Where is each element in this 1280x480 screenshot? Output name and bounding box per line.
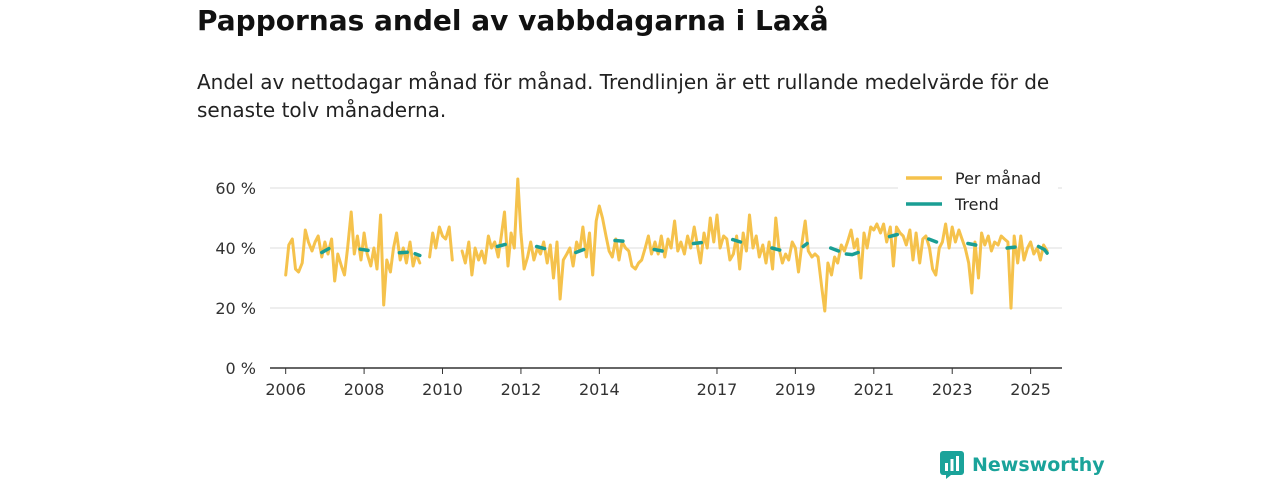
y-tick-label: 40 % <box>215 239 256 258</box>
series-trend-line <box>495 242 507 249</box>
series-trend-line <box>1005 245 1017 250</box>
series-trend-line <box>801 241 809 249</box>
series-trend-line <box>730 237 743 244</box>
axes: 0 % 20 % 40 % 60 % 2006 2008 2010 2012 2014 2017 2… <box>215 179 1062 399</box>
legend-label-per-manad: Per månad <box>955 169 1041 188</box>
x-tick-label: 2025 <box>1010 380 1051 399</box>
x-tick-label: 2010 <box>422 380 463 399</box>
brand-logo[interactable]: Newsworthy <box>940 451 1105 479</box>
series-trend-line <box>844 250 860 257</box>
series-trend-line <box>413 251 422 258</box>
x-tick-label: 2023 <box>932 380 973 399</box>
y-tick-label: 0 % <box>226 359 256 378</box>
series-trend-line <box>534 244 547 251</box>
series-lines <box>284 177 1049 313</box>
series-trend-line <box>828 246 841 253</box>
series-trend-line <box>691 240 704 246</box>
series-trend-line <box>1036 244 1049 255</box>
chart-title: Pappornas andel av vabbdagarna i Laxå <box>197 4 829 37</box>
series-per-manad-line <box>428 225 454 262</box>
legend-background <box>898 166 1058 218</box>
x-tick-label: 2021 <box>853 380 894 399</box>
x-tick-label: 2014 <box>579 380 620 399</box>
series-trend-line <box>770 246 782 252</box>
series-trend-line <box>613 238 625 243</box>
series-trend-line <box>397 250 409 255</box>
x-tick-label: 2019 <box>775 380 816 399</box>
series-trend-line <box>966 241 978 247</box>
series-trend-line <box>652 247 664 253</box>
series-trend-line <box>320 246 331 255</box>
brand-name: Newsworthy <box>972 454 1105 476</box>
x-tick-label: 2008 <box>344 380 385 399</box>
x-tick-label: 2012 <box>501 380 542 399</box>
series-trend-line <box>887 232 900 239</box>
series-per-manad-line <box>460 177 1049 313</box>
legend: Per månad Trend <box>898 166 1058 218</box>
chart-subtitle: Andel av nettodagar månad för månad. Tre… <box>197 70 1050 122</box>
newsworthy-logo-icon <box>940 451 964 479</box>
series-trend-line <box>574 247 586 255</box>
series-trend-line <box>358 247 370 253</box>
legend-label-trend: Trend <box>954 195 999 214</box>
series-per-manad-line <box>284 210 422 307</box>
y-tick-label: 60 % <box>215 179 256 198</box>
y-tick-label: 20 % <box>215 299 256 318</box>
x-tick-label: 2006 <box>265 380 306 399</box>
x-tick-label: 2017 <box>697 380 738 399</box>
series-trend-line <box>926 237 939 244</box>
